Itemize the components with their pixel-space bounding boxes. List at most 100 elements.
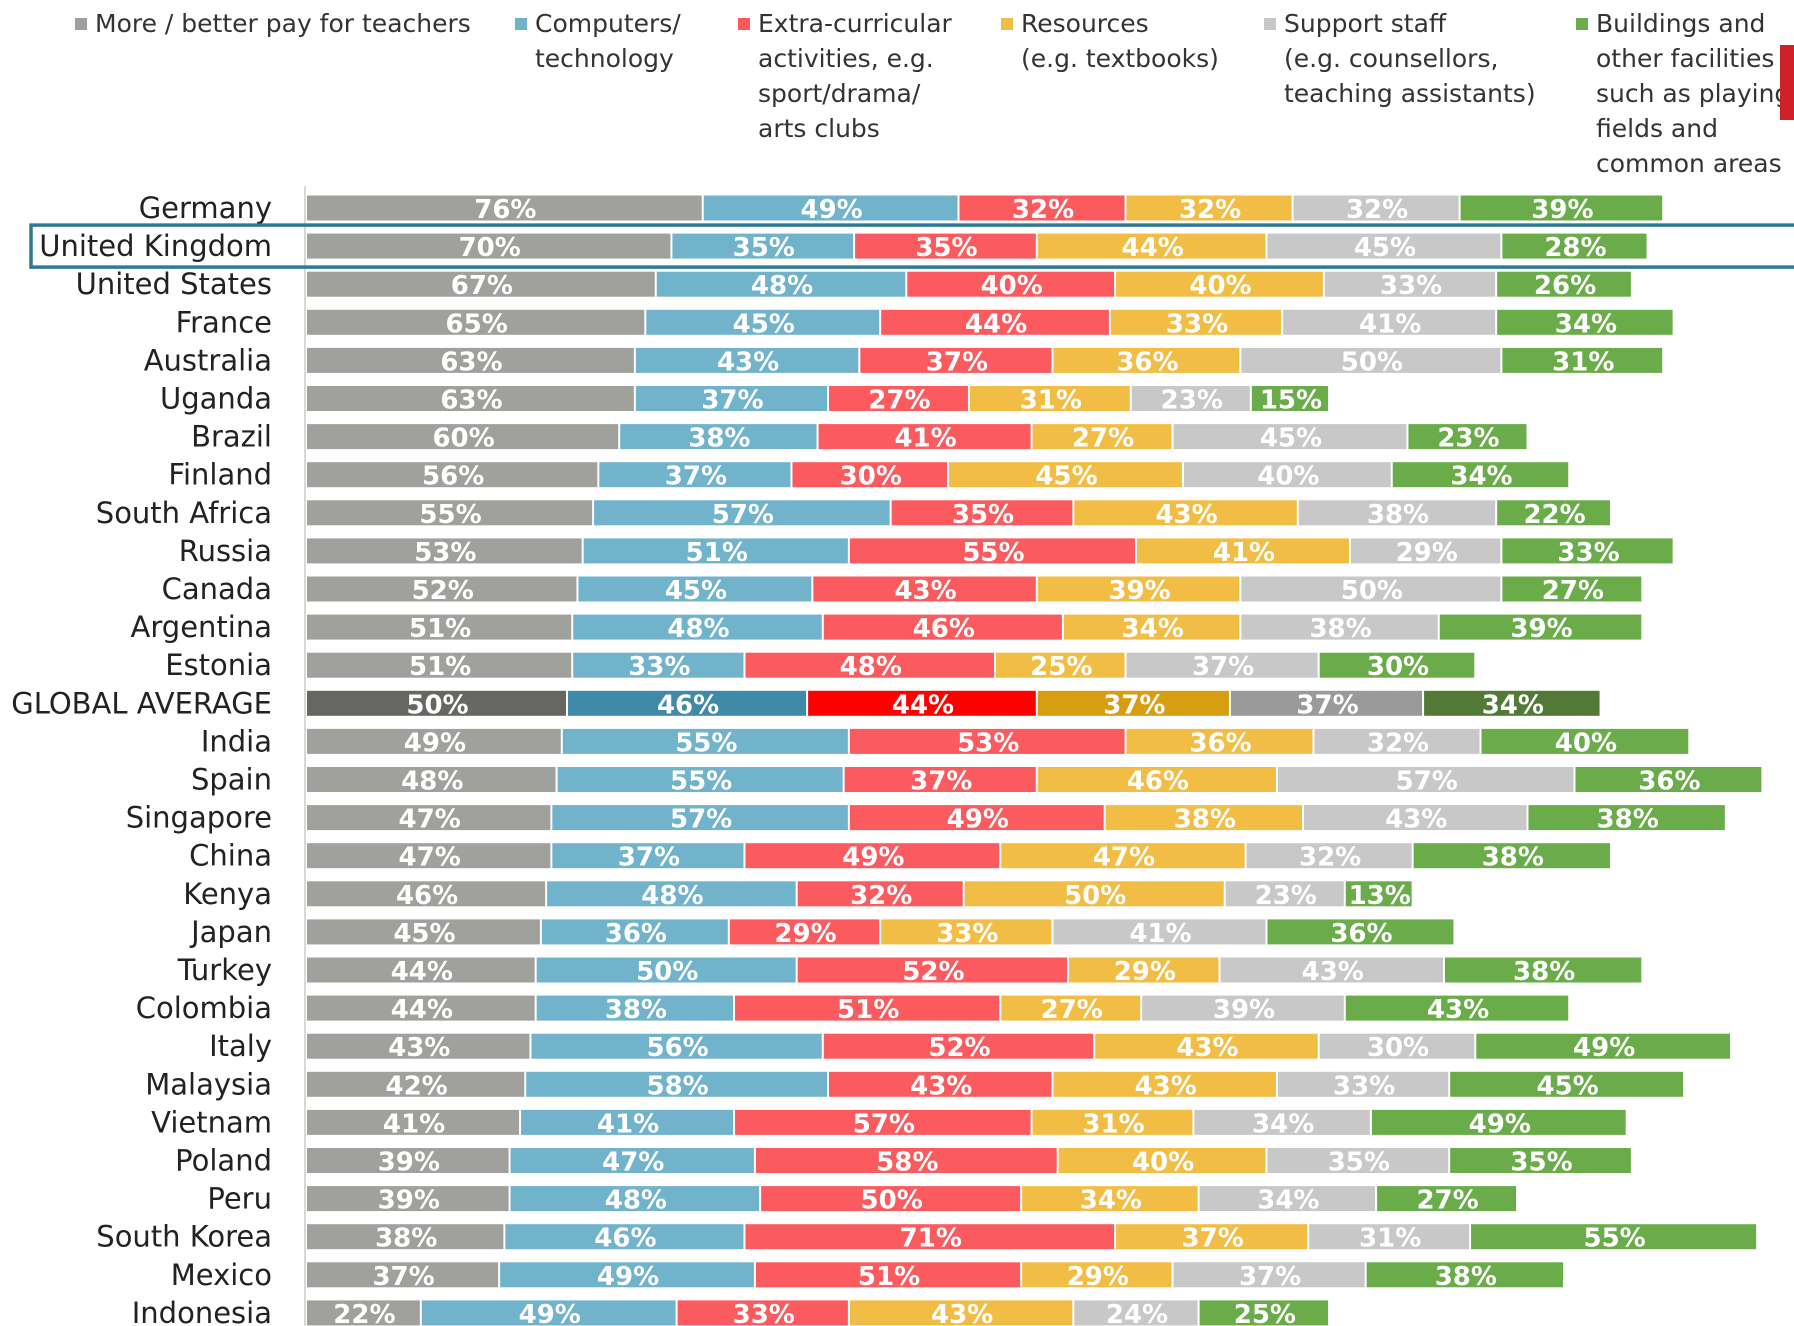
value-label: 37% [701,386,763,416]
value-label: 46% [913,614,975,644]
bar-segment [646,309,880,335]
legend-label: Resources (e.g. textbooks) [1021,9,1219,73]
bar-segment [677,1300,848,1326]
value-label: 30% [840,462,902,492]
bar-segment [1241,614,1438,640]
category-label: United Kingdom [39,229,272,263]
bar-segment [307,1148,509,1173]
bar-segment [307,614,572,640]
bar-segment [672,233,854,259]
category-label: Vietnam [151,1105,272,1139]
bar-segment [1136,538,1349,564]
value-label: 39% [1213,995,1275,1025]
bar-segment [808,690,1036,716]
category-label: Indonesia [132,1296,272,1326]
bar-segment [1199,1186,1376,1212]
bar-segment [860,347,1052,373]
value-label: 38% [688,424,750,454]
bar-segment [307,347,634,373]
value-label: 51% [837,995,899,1025]
category-label: GLOBAL AVERAGE [11,686,272,720]
value-label: 60% [432,424,494,454]
bar-segment [307,805,551,831]
value-label: 55% [1583,1224,1645,1254]
value-label: 31% [1552,347,1614,377]
value-label: 43% [894,576,956,606]
value-label: 57% [853,1109,915,1139]
value-label: 46% [396,881,458,911]
bar-segment [307,271,655,297]
value-label: 43% [910,1071,972,1101]
value-label: 40% [1189,271,1251,301]
value-label: 71% [900,1224,962,1254]
bar-segment [1251,386,1329,411]
value-label: 27% [1072,424,1134,454]
bar-segment [1241,347,1501,373]
bar-segment [635,386,827,411]
edge-decoration [1780,45,1794,120]
legend-swatch [738,18,750,30]
bar-segment [307,309,645,335]
legend-item: Computers/ technology [515,6,681,76]
value-label: 47% [399,843,461,873]
bar-segment [1199,1300,1329,1326]
bar-segment [1126,728,1313,754]
bar-segment [1037,690,1229,716]
bar-segment [849,728,1125,754]
bar-segment [510,1148,754,1173]
value-label: 26% [1534,271,1596,301]
value-label: 15% [1260,386,1322,416]
category-label: Uganda [160,382,272,416]
bar-segment [1413,843,1610,869]
bar-segment [307,1071,525,1097]
bar-segment [307,1300,420,1326]
value-label: 55% [675,728,737,758]
bar-segment [1032,424,1172,450]
bar-segment [1126,652,1318,678]
value-label: 37% [926,347,988,377]
bar-segment [1277,767,1574,792]
category-label: Brazil [191,420,272,454]
bar-segment [1110,309,1282,335]
value-label: 32% [850,881,912,911]
bar-segment [1471,1224,1757,1250]
bar-segment [729,919,880,945]
bar-segment [797,957,1068,983]
bar-segment [307,195,702,221]
value-label: 34% [1252,1109,1314,1139]
bar-segment [745,652,995,678]
value-label: 42% [386,1071,448,1101]
legend-label: Extra-curricular activities, e.g. sport/… [758,9,952,143]
value-label: 49% [842,843,904,873]
value-label: 63% [440,347,502,377]
bar-segment [792,462,948,488]
value-label: 35% [1328,1148,1390,1178]
legend-swatch [1001,18,1013,30]
category-label: Mexico [171,1258,272,1292]
value-label: 35% [733,233,795,263]
bar-segment [552,843,744,869]
category-label: Russia [179,534,272,568]
bar-segment [578,576,812,602]
value-label: 51% [858,1262,920,1292]
bar-segment [1304,805,1527,831]
value-label: 25% [1234,1300,1296,1326]
bar-segment [307,1224,504,1250]
legend-label: Computers/ technology [535,9,681,73]
value-label: 76% [474,195,536,225]
value-label: 23% [1255,881,1317,911]
value-label: 38% [1174,805,1236,835]
bar-segment [573,652,744,678]
value-label: 45% [393,919,455,949]
bar-segment [1173,1262,1365,1288]
value-label: 48% [641,881,703,911]
value-label: 35% [952,500,1014,530]
value-label: 49% [1573,1033,1635,1063]
value-label: 36% [1638,767,1700,797]
value-label: 49% [404,728,466,758]
value-label: 32% [1299,843,1361,873]
bar-segment [656,271,906,297]
bar-segment [568,690,807,716]
value-label: 51% [409,614,471,644]
value-label: 33% [628,652,690,682]
